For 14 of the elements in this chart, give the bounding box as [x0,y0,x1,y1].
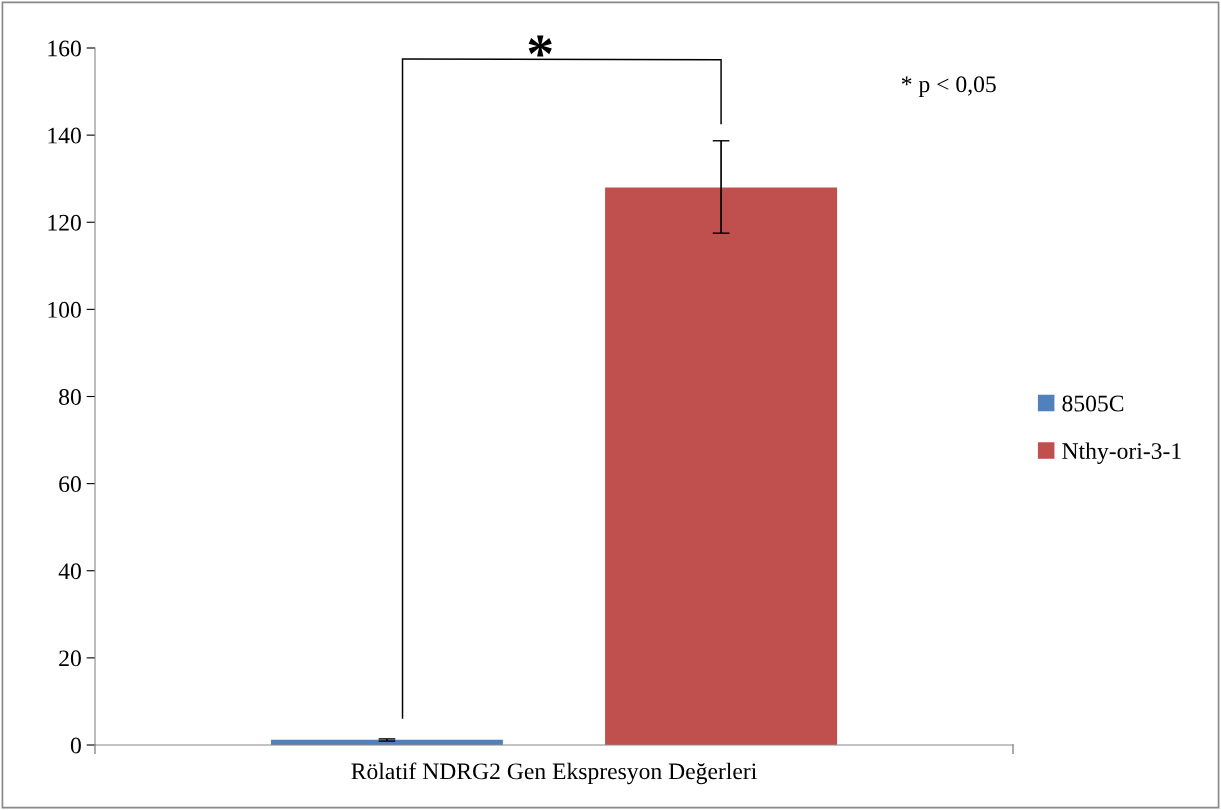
y-tick-label: 20 [59,650,81,667]
y-tick-label: 0 [70,737,81,754]
y-tick-label: 140 [48,127,81,144]
y-tick-label: 40 [58,563,81,580]
y-tick-label: 100 [48,301,81,318]
y-tick-label: 60 [59,476,81,493]
x-tick-label: Rölatif NDRG2 Gen Ekspresyon Değerleri [351,762,757,785]
y-tick-label: 80 [59,388,81,405]
annotation: * p < 0,05 [901,76,996,98]
y-tick-label: 160 [48,40,81,57]
y-tick-label: 120 [48,214,81,231]
annotation: * [528,35,552,57]
legend-label: Nthy-ori-3-1 [1062,442,1181,464]
legend-label: 8505C [1062,395,1124,412]
